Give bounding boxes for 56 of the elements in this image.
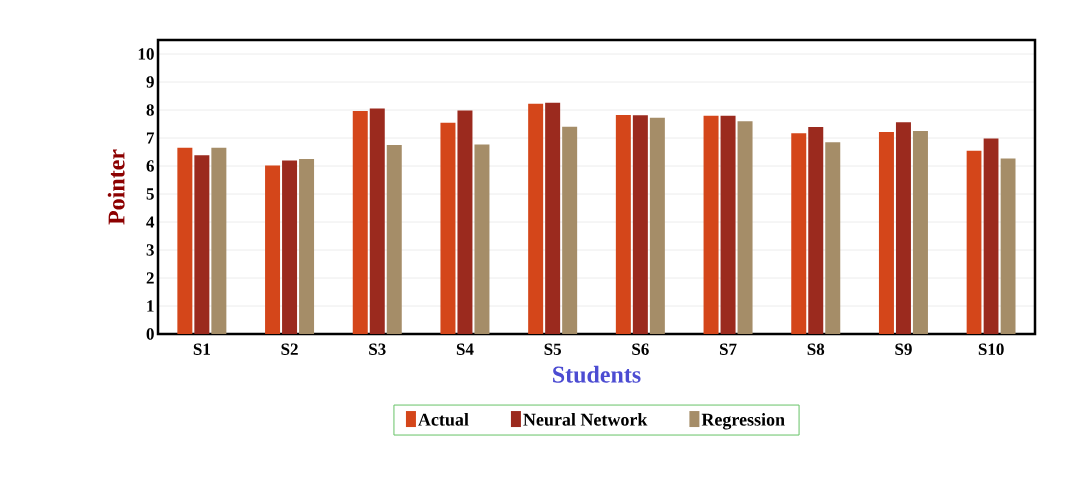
x-tick-label: S8 (807, 343, 825, 355)
bar (211, 147, 227, 334)
bar (562, 126, 578, 334)
x-tick-label: S9 (895, 343, 912, 355)
bar (528, 103, 544, 334)
bar (966, 150, 982, 334)
bar (808, 127, 824, 334)
y-tick-label: 4 (146, 216, 155, 228)
bar (299, 158, 315, 334)
bar (369, 108, 385, 334)
x-tick-label: S2 (281, 343, 298, 355)
y-tick-label: 8 (146, 104, 154, 116)
y-tick-label: 1 (147, 300, 154, 312)
bar (282, 160, 298, 334)
bar (825, 142, 841, 334)
bar (1000, 158, 1016, 334)
x-tick-label: S1 (193, 343, 210, 355)
bar (545, 102, 561, 334)
legend-label: Actual (418, 413, 469, 426)
y-tick-label: 2 (146, 272, 154, 284)
x-tick-label: S3 (369, 343, 386, 355)
x-tick-label: S5 (544, 343, 561, 355)
bar (703, 115, 719, 334)
bar (194, 155, 210, 334)
y-tick-label: 3 (146, 244, 154, 256)
y-tick-label: 10 (138, 48, 154, 60)
x-tick-label: S7 (719, 343, 737, 355)
bar (457, 110, 473, 334)
y-tick-label: 6 (146, 160, 154, 172)
legend-label: Regression (701, 413, 785, 430)
y-tick-label: 7 (146, 132, 155, 144)
bar (912, 130, 928, 334)
y-tick-label: 9 (146, 76, 154, 88)
y-tick-label: 5 (146, 188, 154, 200)
y-axis-title: Pointer (107, 149, 125, 225)
bar (177, 147, 193, 334)
bar (649, 117, 665, 334)
bar (983, 138, 999, 334)
bar (878, 132, 894, 334)
x-tick-label: S6 (632, 343, 649, 355)
bar (632, 115, 648, 334)
bar (895, 122, 911, 334)
bar (737, 121, 753, 334)
bar (440, 122, 456, 334)
x-axis-title: Students (553, 365, 641, 383)
bar (791, 133, 807, 334)
bar (474, 144, 490, 334)
bar (386, 144, 402, 334)
legend-label: Neural Network (523, 413, 648, 426)
bar (352, 111, 368, 334)
y-tick-label: 0 (146, 328, 154, 340)
bar (265, 165, 281, 334)
bar (720, 115, 736, 334)
x-tick-label: S4 (456, 343, 474, 355)
bar (615, 115, 631, 334)
x-tick-label: S10 (978, 343, 1004, 355)
